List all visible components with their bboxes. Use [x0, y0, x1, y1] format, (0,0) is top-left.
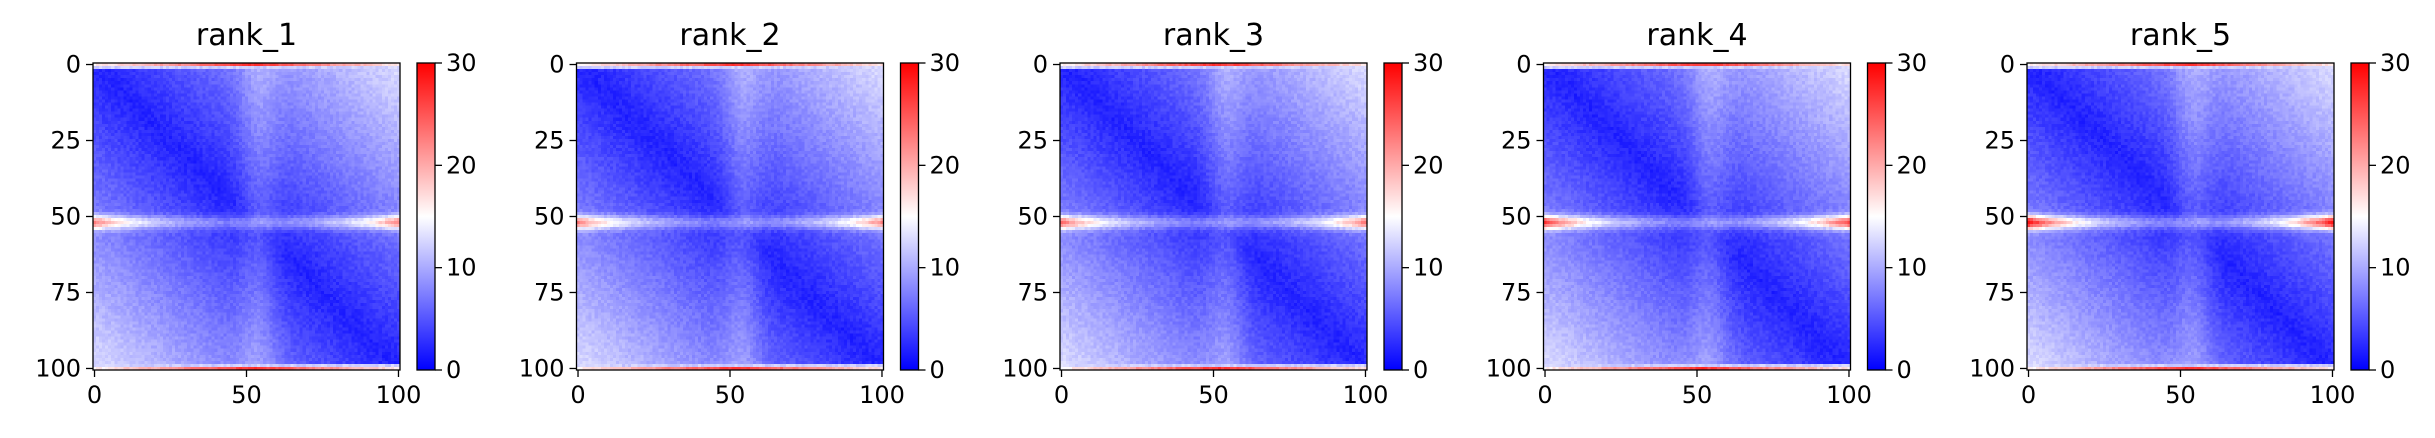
heatmap-cells: [1060, 63, 1367, 370]
colorbar-tick-label: 10: [1897, 254, 1928, 282]
x-tick-label: 0: [1054, 381, 1069, 409]
colorbar: [1384, 63, 1402, 370]
y-tick-label: 75: [1984, 278, 2015, 306]
panel-title: rank_5: [2130, 18, 2231, 53]
y-tick-label: 0: [1033, 51, 1048, 79]
colorbar-tick-label: 0: [446, 356, 461, 384]
x-tick-label: 50: [715, 381, 746, 409]
y-tick-label: 100: [519, 354, 565, 382]
colorbar-tick-label: 10: [1413, 254, 1444, 282]
colorbar: [901, 63, 919, 370]
y-tick-label: 100: [1486, 354, 1532, 382]
x-tick-label: 0: [1537, 381, 1552, 409]
y-tick-label: 25: [1984, 127, 2015, 155]
x-tick-label: 0: [570, 381, 585, 409]
panel-title: rank_2: [679, 18, 780, 53]
y-tick-label: 0: [66, 51, 81, 79]
heatmap-cells: [1544, 63, 1851, 370]
colorbar-tick-label: 30: [2380, 49, 2411, 77]
colorbar: [2351, 63, 2369, 370]
colorbar: [1868, 63, 1886, 370]
colorbar-tick-label: 10: [930, 254, 961, 282]
y-tick-label: 25: [50, 127, 81, 155]
y-tick-label: 75: [1501, 278, 1532, 306]
colorbar-tick-label: 0: [1413, 356, 1428, 384]
colorbar-tick-label: 30: [1897, 49, 1928, 77]
colorbar-tick-label: 10: [446, 254, 477, 282]
colorbar-tick-label: 20: [1897, 151, 1928, 179]
y-tick-label: 100: [1969, 354, 2015, 382]
panel-title: rank_4: [1646, 18, 1747, 53]
x-tick-label: 100: [376, 381, 422, 409]
y-tick-label: 50: [1984, 203, 2015, 231]
x-tick-label: 100: [1826, 381, 1872, 409]
colorbar-tick-label: 30: [930, 49, 961, 77]
y-tick-label: 25: [1501, 127, 1532, 155]
colorbar-tick-label: 0: [2380, 356, 2395, 384]
y-tick-label: 50: [534, 203, 565, 231]
colorbar-tick-label: 0: [930, 356, 945, 384]
x-tick-label: 100: [859, 381, 905, 409]
y-tick-label: 50: [50, 203, 81, 231]
y-tick-label: 75: [1017, 278, 1048, 306]
heatmap-cells: [93, 63, 400, 370]
colorbar: [417, 63, 435, 370]
x-tick-label: 100: [2310, 381, 2356, 409]
y-tick-label: 25: [1017, 127, 1048, 155]
y-tick-label: 100: [1002, 354, 1048, 382]
panel-title: rank_1: [196, 18, 297, 53]
colorbar-tick-label: 30: [446, 49, 477, 77]
colorbar-tick-label: 0: [1897, 356, 1912, 384]
heatmap-cells: [2027, 63, 2334, 370]
colorbar-tick-label: 10: [2380, 254, 2411, 282]
y-tick-label: 50: [1501, 203, 1532, 231]
colorbar-tick-label: 20: [1413, 151, 1444, 179]
y-tick-label: 0: [549, 51, 564, 79]
y-tick-label: 25: [534, 127, 565, 155]
x-tick-label: 50: [1682, 381, 1713, 409]
colorbar-tick-label: 20: [930, 151, 961, 179]
colorbar-tick-label: 20: [446, 151, 477, 179]
x-tick-label: 0: [87, 381, 102, 409]
y-tick-label: 0: [2000, 51, 2015, 79]
x-tick-label: 0: [2021, 381, 2036, 409]
x-tick-label: 50: [1198, 381, 1229, 409]
y-tick-label: 75: [534, 278, 565, 306]
y-tick-label: 50: [1017, 203, 1048, 231]
y-tick-label: 75: [50, 278, 81, 306]
y-tick-label: 100: [35, 354, 81, 382]
x-tick-label: 50: [231, 381, 262, 409]
colorbar-tick-label: 20: [2380, 151, 2411, 179]
colorbar-tick-label: 30: [1413, 49, 1444, 77]
x-tick-label: 50: [2165, 381, 2196, 409]
heatmap-cells: [577, 63, 884, 370]
y-tick-label: 0: [1516, 51, 1531, 79]
panel-title: rank_3: [1163, 18, 1264, 53]
x-tick-label: 100: [1343, 381, 1389, 409]
